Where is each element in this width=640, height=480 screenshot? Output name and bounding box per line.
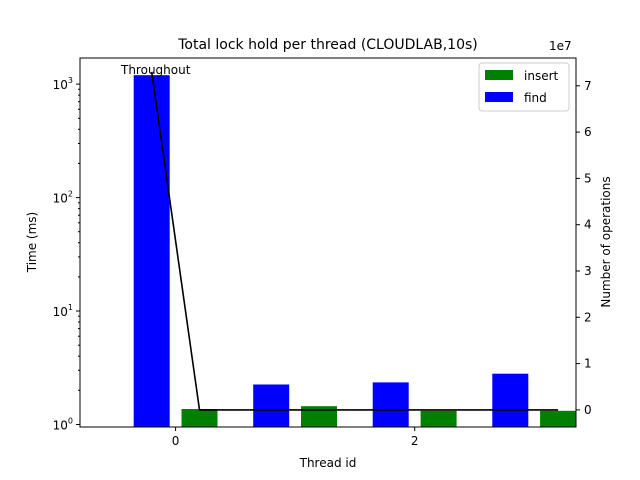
bars-layer: [133, 75, 577, 427]
y2-tick-label-4: 4: [584, 218, 592, 232]
legend-swatch-find: [485, 92, 513, 102]
y2-tick-label-3: 3: [584, 264, 592, 278]
y2-tick-label-7: 7: [584, 79, 592, 93]
y2-tick-label-1: 1: [584, 357, 592, 371]
throughput-line: [150, 71, 559, 411]
bar-insert-2: [420, 410, 457, 427]
bar-find-3: [492, 373, 529, 427]
legend-swatch-insert: [485, 70, 513, 80]
bar-insert-0: [181, 409, 218, 427]
y-axis-label: Time (ms): [25, 212, 39, 274]
y2-offset-label: 1e7: [549, 39, 572, 53]
chart-title: Total lock hold per thread (CLOUDLAB,10s…: [177, 37, 477, 53]
y2-tick-label-2: 2: [584, 310, 592, 324]
y-tick-label-10: 101: [53, 303, 73, 319]
y2-tick-label-0: 0: [584, 403, 592, 417]
throughput-line-layer: [150, 71, 559, 411]
y2-tick-label-5: 5: [584, 171, 592, 185]
legend: insert find: [478, 62, 570, 112]
x-tick-label-2: 2: [411, 434, 419, 448]
bar-insert-3: [540, 410, 577, 427]
bar-find-0: [133, 75, 170, 427]
bar-find-2: [372, 382, 409, 427]
y-axis-ticks: 100 101 102 103: [53, 76, 80, 433]
y-tick-label-1000: 103: [53, 76, 73, 92]
x-axis-label: Thread id: [299, 456, 357, 470]
y-tick-label-100: 102: [53, 190, 73, 206]
bar-find-1: [253, 384, 290, 427]
throughput-annotation: Throughout: [120, 63, 191, 77]
y2-axis-label: Number of operations: [599, 176, 613, 307]
legend-label-find: find: [524, 91, 547, 105]
y-tick-label-1: 100: [53, 417, 73, 433]
y2-axis-ticks: 0 1 2 3 4 5 6 7: [576, 79, 592, 417]
y2-tick-label-6: 6: [584, 125, 592, 139]
bar-insert-1: [301, 406, 337, 427]
legend-label-insert: insert: [524, 69, 559, 83]
x-tick-label-0: 0: [172, 434, 180, 448]
